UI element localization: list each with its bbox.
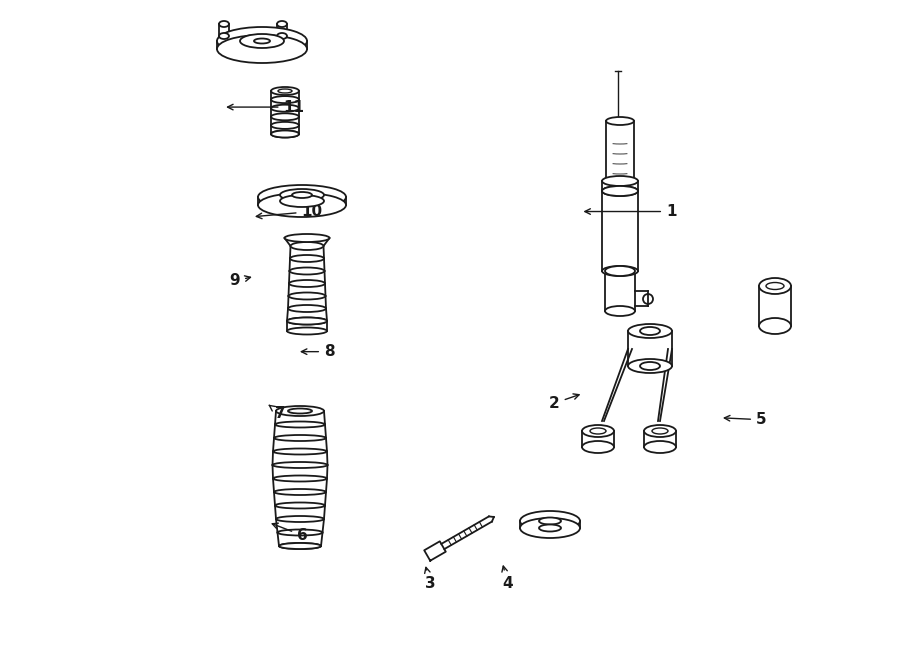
Text: 4: 4 <box>502 566 513 590</box>
Ellipse shape <box>271 130 299 137</box>
Text: 10: 10 <box>256 204 322 219</box>
Ellipse shape <box>271 130 299 137</box>
Ellipse shape <box>605 306 635 316</box>
Ellipse shape <box>582 425 614 437</box>
Ellipse shape <box>289 280 325 287</box>
Ellipse shape <box>590 428 606 434</box>
Ellipse shape <box>640 362 660 370</box>
Ellipse shape <box>287 317 327 325</box>
Ellipse shape <box>520 518 580 538</box>
Ellipse shape <box>606 117 634 125</box>
Ellipse shape <box>605 266 635 276</box>
Ellipse shape <box>279 543 321 549</box>
Ellipse shape <box>628 359 672 373</box>
Ellipse shape <box>271 113 299 120</box>
Text: 8: 8 <box>302 344 335 359</box>
Ellipse shape <box>287 327 327 334</box>
Ellipse shape <box>288 305 326 312</box>
Ellipse shape <box>539 524 561 531</box>
Ellipse shape <box>759 318 791 334</box>
Ellipse shape <box>275 422 325 428</box>
Ellipse shape <box>290 255 324 262</box>
Ellipse shape <box>271 87 299 95</box>
Ellipse shape <box>292 192 312 198</box>
Ellipse shape <box>217 35 307 63</box>
Text: 5: 5 <box>724 412 767 427</box>
Ellipse shape <box>284 234 329 242</box>
Ellipse shape <box>271 104 299 112</box>
Text: 1: 1 <box>585 204 677 219</box>
Ellipse shape <box>644 441 676 453</box>
Ellipse shape <box>290 268 325 274</box>
Ellipse shape <box>280 189 324 201</box>
Ellipse shape <box>217 27 307 55</box>
Text: 3: 3 <box>425 567 436 590</box>
Ellipse shape <box>602 176 638 186</box>
Ellipse shape <box>254 38 270 44</box>
Ellipse shape <box>287 317 327 325</box>
Ellipse shape <box>273 449 327 455</box>
Ellipse shape <box>277 529 322 535</box>
Ellipse shape <box>628 324 672 338</box>
Ellipse shape <box>271 122 299 129</box>
Ellipse shape <box>288 408 312 414</box>
Text: 2: 2 <box>549 394 579 410</box>
Ellipse shape <box>276 516 324 522</box>
Text: 9: 9 <box>230 274 250 288</box>
Ellipse shape <box>582 441 614 453</box>
Ellipse shape <box>258 185 346 209</box>
Ellipse shape <box>759 278 791 294</box>
Ellipse shape <box>240 34 284 48</box>
Ellipse shape <box>652 428 668 434</box>
Ellipse shape <box>219 21 229 27</box>
Ellipse shape <box>277 33 287 39</box>
Ellipse shape <box>276 406 324 416</box>
Ellipse shape <box>640 327 660 335</box>
Ellipse shape <box>279 543 321 549</box>
Ellipse shape <box>766 282 784 290</box>
Ellipse shape <box>602 186 638 196</box>
Text: 7: 7 <box>269 405 285 420</box>
Ellipse shape <box>258 193 346 217</box>
Ellipse shape <box>289 293 326 299</box>
Ellipse shape <box>291 242 323 250</box>
Ellipse shape <box>275 502 325 508</box>
Ellipse shape <box>602 266 638 276</box>
Ellipse shape <box>274 435 326 441</box>
Ellipse shape <box>539 518 561 524</box>
Ellipse shape <box>274 489 326 495</box>
Ellipse shape <box>271 96 299 103</box>
Ellipse shape <box>278 89 292 93</box>
Ellipse shape <box>273 475 327 481</box>
Ellipse shape <box>219 33 229 39</box>
Ellipse shape <box>606 177 634 185</box>
Ellipse shape <box>602 186 638 196</box>
Ellipse shape <box>273 462 328 468</box>
Text: 11: 11 <box>228 100 304 114</box>
Ellipse shape <box>277 21 287 27</box>
Text: 6: 6 <box>272 523 308 543</box>
Ellipse shape <box>280 195 324 207</box>
Ellipse shape <box>520 511 580 531</box>
Ellipse shape <box>644 425 676 437</box>
